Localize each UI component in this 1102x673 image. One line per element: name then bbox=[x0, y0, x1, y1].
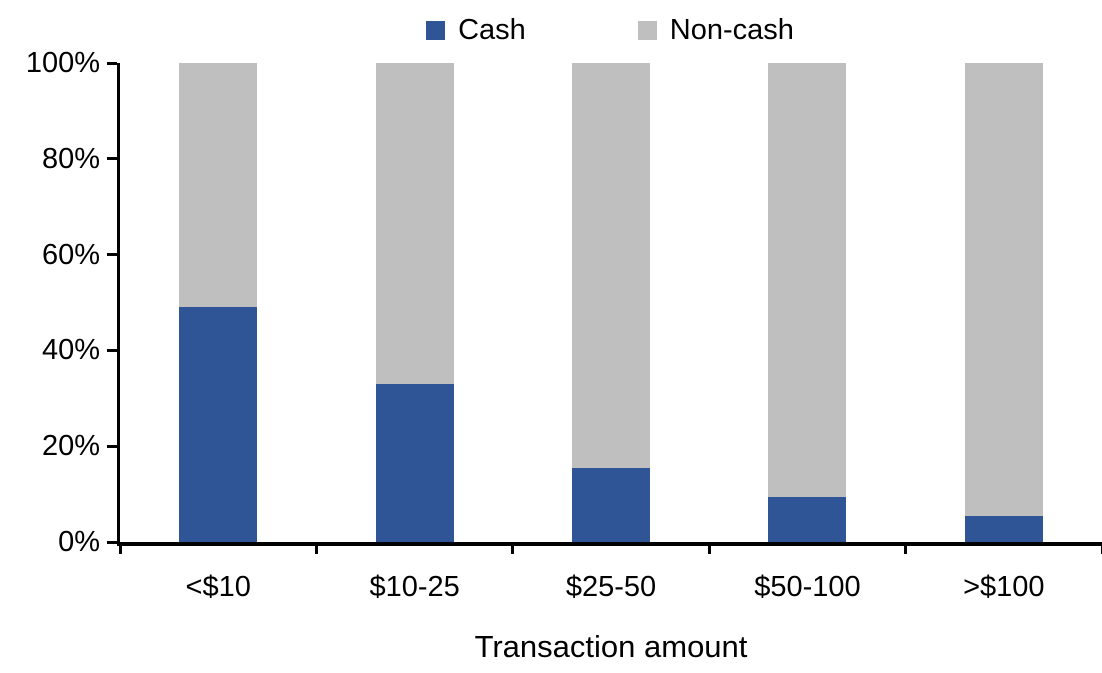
legend: Cash Non-cash bbox=[59, 13, 1102, 47]
x-tick-label: <$10 bbox=[185, 571, 251, 603]
bar-segment-non-cash bbox=[964, 63, 1043, 516]
bar-segment-cash bbox=[768, 496, 847, 542]
legend-swatch-icon bbox=[426, 20, 446, 40]
x-axis-labels: <$10 $10-25 $25-50 $50-100 >$100 bbox=[120, 572, 1102, 602]
y-tick-mark bbox=[107, 348, 117, 352]
y-tick-mark bbox=[107, 157, 117, 161]
bars-container bbox=[120, 63, 1102, 542]
bar-group bbox=[513, 63, 709, 542]
bar-segment-non-cash bbox=[572, 63, 651, 468]
bar-group bbox=[709, 63, 905, 542]
y-tick-label: 100% bbox=[25, 47, 100, 79]
legend-swatch-icon bbox=[637, 20, 657, 40]
legend-label: Cash bbox=[458, 14, 526, 46]
y-tick-mark bbox=[107, 444, 117, 448]
bar-segment-cash bbox=[375, 383, 454, 542]
x-tick-label: $50-100 bbox=[754, 571, 861, 603]
y-tick-label: 40% bbox=[41, 334, 100, 367]
legend-item-cash: Cash bbox=[426, 13, 526, 47]
legend-item-non-cash: Non-cash bbox=[637, 13, 794, 47]
bar-segment-cash bbox=[964, 515, 1043, 542]
bar-segment-non-cash bbox=[179, 63, 258, 308]
x-tick-mark bbox=[511, 546, 515, 554]
x-tick-mark bbox=[904, 546, 908, 554]
x-tick-label: $10-25 bbox=[369, 571, 460, 603]
bar-segment-non-cash bbox=[768, 63, 847, 497]
y-tick-label: 20% bbox=[41, 430, 100, 463]
x-axis-title: Transaction amount bbox=[474, 629, 748, 664]
bar-group bbox=[906, 63, 1102, 542]
x-tick-mark bbox=[1100, 546, 1102, 554]
y-tick-mark bbox=[107, 540, 117, 544]
bar-segment-non-cash bbox=[375, 63, 454, 384]
plot-area: <$10 $10-25 $25-50 $50-100 >$100 Transaction… bbox=[26, 48, 1102, 664]
bar-group bbox=[316, 63, 512, 542]
bar-group bbox=[120, 63, 316, 542]
x-tick-label: >$100 bbox=[963, 571, 1045, 603]
y-tick-mark bbox=[107, 61, 117, 65]
y-tick-label: 0% bbox=[58, 526, 100, 558]
bar-segment-cash bbox=[572, 467, 651, 542]
x-tick-label: $25-50 bbox=[565, 571, 657, 603]
y-tick-mark bbox=[107, 253, 117, 257]
legend-label: Non-cash bbox=[669, 14, 794, 46]
y-tick-label: 60% bbox=[41, 238, 100, 271]
x-tick-mark bbox=[314, 546, 318, 554]
x-tick-mark bbox=[118, 546, 122, 554]
bar-segment-cash bbox=[179, 307, 258, 542]
y-tick-label: 80% bbox=[41, 142, 100, 175]
x-tick-mark bbox=[707, 546, 711, 554]
